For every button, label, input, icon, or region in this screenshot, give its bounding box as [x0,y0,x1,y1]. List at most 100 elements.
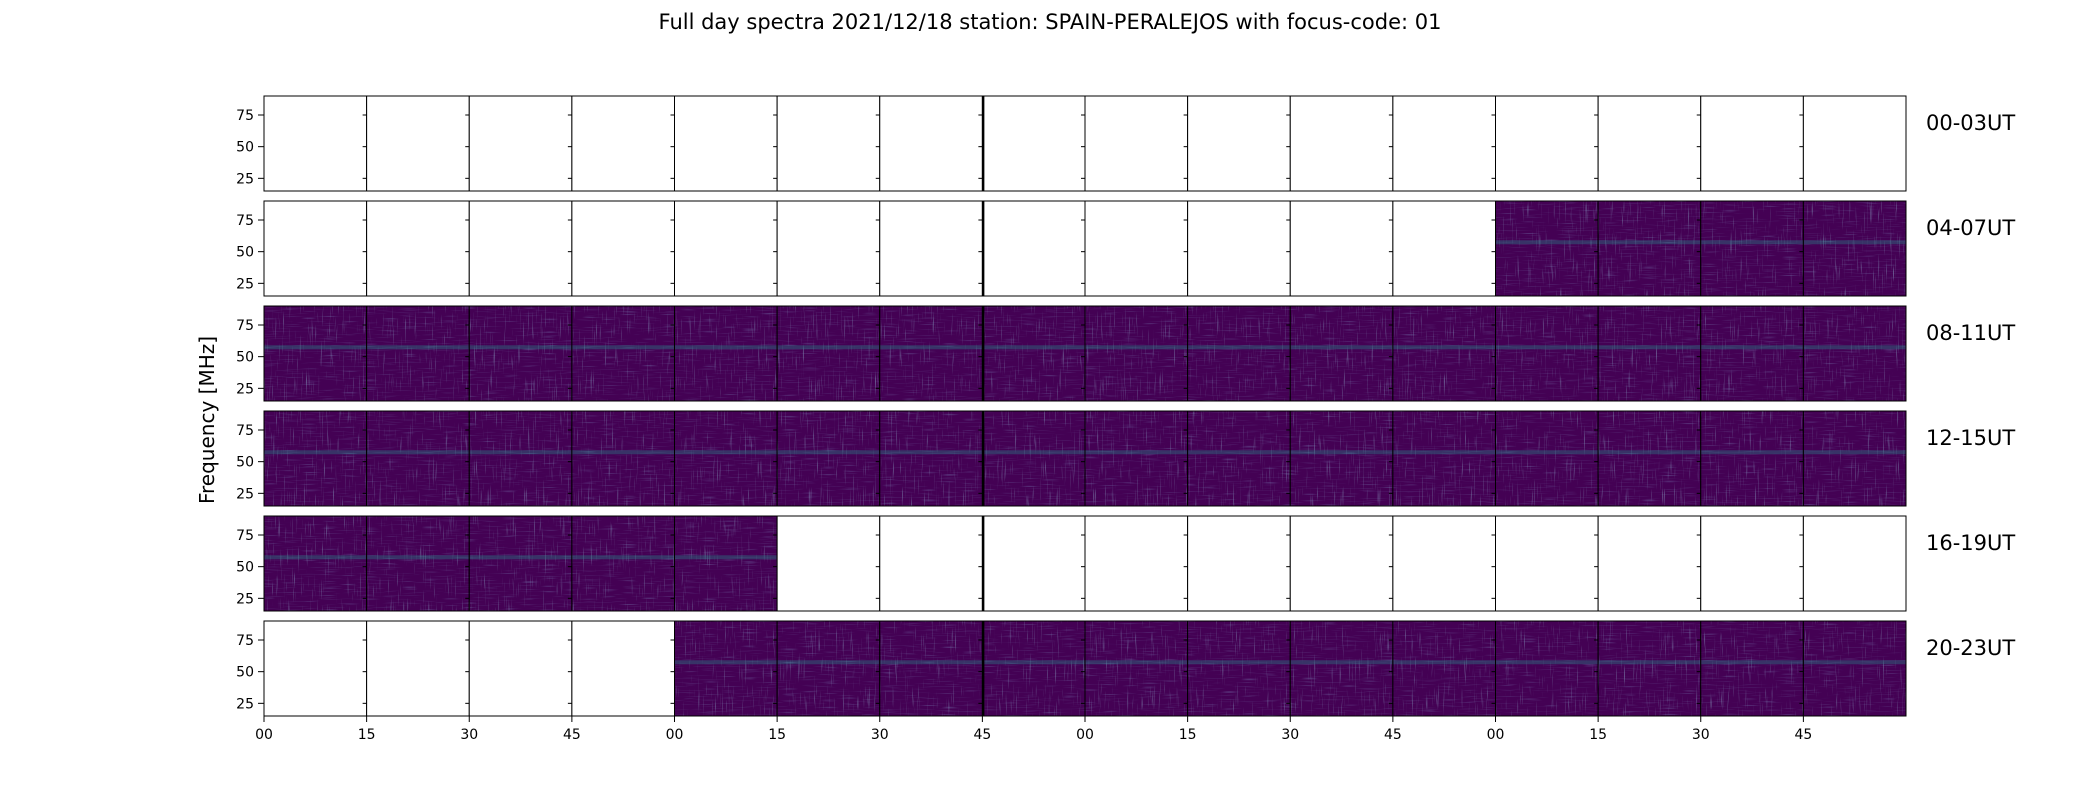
empty-panel [982,96,1085,191]
empty-panel [1085,201,1188,296]
spectrum-streaks [1598,201,1701,296]
emission-band [1290,450,1393,455]
emission-band [1187,660,1291,665]
spectrum-streaks [571,516,675,611]
empty-panel [777,201,880,296]
x-tick-label: 15 [1589,727,1607,743]
empty-panel [879,96,983,191]
empty-panel [1392,96,1496,191]
empty-panel [366,621,470,716]
empty-panel [1085,516,1188,611]
empty-panel [982,201,1085,296]
y-tick-label: 75 [236,108,254,124]
emission-band [1700,660,1804,665]
empty-panel [1290,201,1393,296]
spectrum-streaks [1392,306,1496,401]
spectrum-streaks [264,306,367,401]
spectrum-streaks [366,306,470,401]
panel-frame [1802,620,1907,717]
empty-panel [366,201,470,296]
x-tick-label: 00 [255,727,273,743]
y-tick-label: 25 [236,276,254,292]
spectrum-streaks [674,516,778,611]
empty-panel [469,96,572,191]
spectrum-streaks [1495,201,1599,296]
x-tick-label: 45 [563,727,581,743]
x-tick-label: 00 [1487,727,1505,743]
emission-band [571,345,675,350]
empty-panel [264,621,367,716]
panel-frame [1802,515,1907,612]
spectrum-streaks [571,411,675,506]
spectrum-streaks [1700,621,1804,716]
y-tick-label: 75 [236,633,254,649]
emission-band [674,660,778,665]
empty-panel [982,516,1085,611]
x-tick-label: 00 [1076,727,1094,743]
panel-frame [1802,410,1907,507]
empty-panel [469,621,572,716]
spectrum-streaks [1085,411,1188,506]
spectrum-streaks [1187,306,1291,401]
emission-band [1495,450,1599,455]
empty-panel [879,516,983,611]
y-tick-label: 50 [236,455,254,471]
empty-panel [879,201,983,296]
x-tick-label: 30 [1692,727,1710,743]
y-tick-label: 75 [236,423,254,439]
emission-band [264,555,367,560]
emission-band [1700,240,1804,245]
x-tick-label: 45 [1384,727,1402,743]
spectrum-streaks [674,306,778,401]
x-tick-label: 30 [871,727,889,743]
empty-panel [571,96,675,191]
x-tick-label: 15 [358,727,376,743]
y-tick-label: 50 [236,560,254,576]
row-label: 00-03UT [1926,111,2015,135]
spectrum-streaks [1803,621,1906,716]
spectrum-streaks [1187,621,1291,716]
spectrum-streaks [1803,306,1906,401]
emission-band [1803,660,1906,665]
empty-panel [264,201,367,296]
y-tick-label: 25 [236,171,254,187]
empty-panel [1803,96,1906,191]
empty-panel [1803,516,1906,611]
y-tick-label: 50 [236,665,254,681]
emission-band [469,555,572,560]
spectrum-streaks [1495,306,1599,401]
spectrum-streaks [1085,621,1188,716]
spectrum-streaks [1085,306,1188,401]
x-tick-label: 45 [1794,727,1812,743]
empty-panel [1290,516,1393,611]
spectrum-streaks [674,621,778,716]
spectrum-streaks [777,621,880,716]
empty-panel [366,96,470,191]
emission-band [1187,450,1291,455]
row-label: 04-07UT [1926,216,2015,240]
empty-panel [1495,96,1599,191]
emission-band [1187,345,1291,350]
emission-band [1700,345,1804,350]
spectrum-streaks [879,621,983,716]
emission-band [1085,660,1188,665]
emission-band [1803,240,1906,245]
emission-band [982,660,1085,665]
y-tick-label: 75 [236,528,254,544]
emission-band [879,450,983,455]
empty-panel [777,516,880,611]
emission-band [1392,345,1496,350]
emission-band [1803,450,1906,455]
x-tick-label: 15 [1179,727,1197,743]
emission-band [571,450,675,455]
spectrum-streaks [469,516,572,611]
emission-band [1598,660,1701,665]
emission-band [366,555,470,560]
empty-panel [571,621,675,716]
panel-frame [1802,95,1907,192]
emission-band [1392,660,1496,665]
spectrum-streaks [879,306,983,401]
panel-frame [1802,305,1907,402]
emission-band [674,345,778,350]
emission-band [469,450,572,455]
